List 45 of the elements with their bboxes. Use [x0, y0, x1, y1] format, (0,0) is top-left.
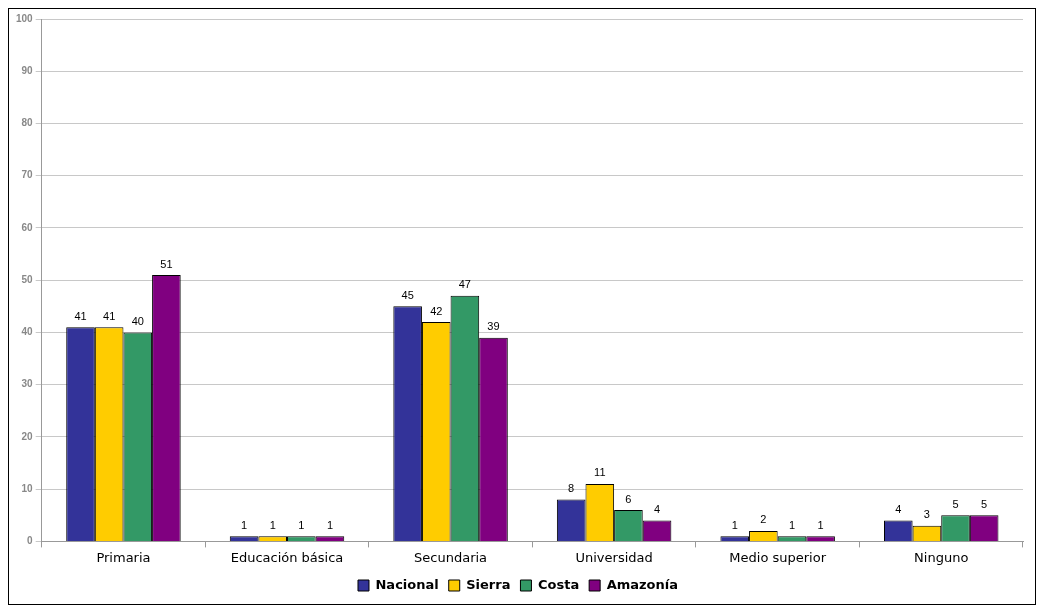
data-label: 1 [817, 518, 824, 531]
data-label: 4 [653, 503, 661, 516]
data-label: 2 [760, 513, 767, 526]
data-label: 51 [160, 257, 173, 270]
data-label: 45 [401, 288, 414, 301]
y-tick-label: 20 [21, 430, 34, 442]
legend-label: Costa [537, 576, 580, 592]
x-tick-label: Primaria [96, 549, 151, 565]
data-label: 41 [74, 309, 87, 322]
data-label: 39 [487, 320, 500, 333]
data-label: 3 [923, 508, 930, 521]
data-label: 1 [298, 518, 305, 531]
x-tick-label: Secundaria [414, 549, 488, 565]
y-tick-label: 50 [21, 273, 34, 285]
y-tick-label: 100 [16, 12, 34, 24]
data-label: 41 [103, 309, 116, 322]
y-tick-label: 10 [21, 482, 34, 494]
data-label: 11 [594, 466, 606, 479]
x-tick-label: Medio superior [729, 549, 827, 565]
legend-label: Sierra [466, 576, 511, 592]
data-label: 5 [952, 497, 959, 510]
x-tick-label: Universidad [575, 549, 653, 565]
data-label: 1 [241, 518, 248, 531]
y-tick-label: 70 [21, 169, 34, 181]
y-tick-label: 0 [27, 535, 34, 547]
y-tick-label: 90 [21, 64, 34, 76]
data-label: 47 [458, 278, 471, 291]
data-label: 8 [568, 482, 575, 495]
data-label: 1 [788, 518, 796, 531]
data-label: 4 [895, 503, 902, 516]
y-tick-label: 60 [21, 221, 34, 233]
y-tick-label: 30 [21, 378, 34, 390]
x-tick-label: Ninguno [914, 549, 969, 565]
data-label: 5 [981, 497, 988, 510]
data-label: 1 [731, 518, 738, 531]
data-label: 1 [269, 518, 276, 531]
data-label: 40 [131, 314, 144, 327]
data-label: 6 [625, 492, 632, 505]
y-tick-label: 80 [21, 117, 34, 129]
legend-label: Amazonía [606, 576, 679, 592]
legend-label: Nacional [375, 576, 439, 592]
y-tick-label: 40 [21, 326, 34, 338]
data-label: 42 [430, 304, 443, 317]
data-label: 1 [326, 518, 334, 531]
x-tick-label: Educación básica [230, 549, 344, 565]
